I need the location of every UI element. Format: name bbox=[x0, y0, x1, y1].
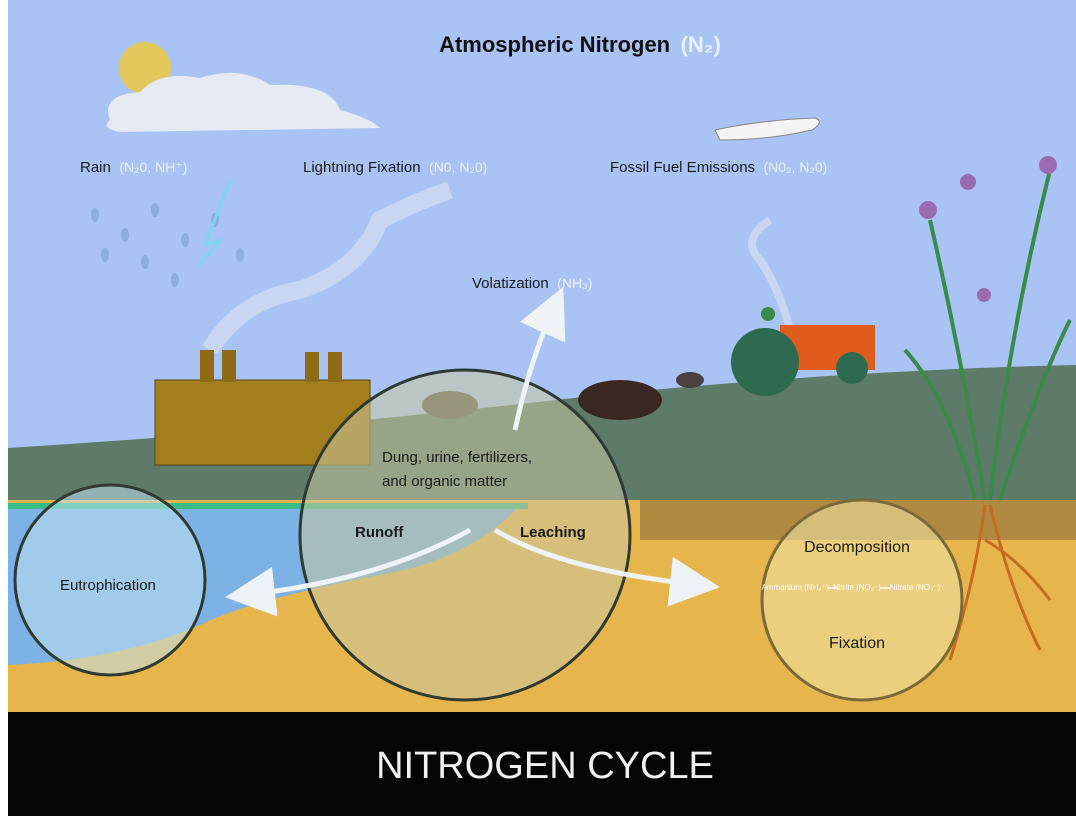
footer-title: NITROGEN CYCLE bbox=[376, 745, 714, 787]
nitrogen-cycle-diagram: Atmospheric Nitrogen (N₂) Rain (N₂0, NH⁺… bbox=[0, 0, 1076, 816]
fixation-label: Fixation bbox=[829, 635, 885, 652]
source-name: Lightning Fixation bbox=[303, 159, 421, 176]
volatization-name: Volatization bbox=[472, 275, 549, 292]
cow bbox=[676, 372, 704, 388]
chain-item: Nitrate (NO₃⁻) bbox=[890, 583, 941, 592]
leaching-label: Leaching bbox=[520, 524, 586, 541]
source-formula: (N0, N₂0) bbox=[429, 159, 487, 175]
volatization-label: Volatization (NH₃) bbox=[472, 275, 592, 292]
chain-item: Nitrite (NO₂⁻) bbox=[833, 583, 881, 592]
title-formula: (N₂) bbox=[681, 32, 721, 57]
source-formula: (N0₂, N₂0) bbox=[764, 159, 828, 175]
volatization-formula: (NH₃) bbox=[557, 275, 592, 291]
runoff-label: Runoff bbox=[355, 524, 404, 541]
source-label: Fossil Fuel Emissions (N0₂, N₂0) bbox=[610, 159, 827, 176]
chain-item: Ammonium (NH₄⁺) bbox=[761, 583, 828, 592]
source-name: Rain bbox=[80, 159, 111, 176]
source-label: Rain (N₂0, NH⁺) bbox=[80, 159, 187, 176]
decomposition-label: Decomposition bbox=[804, 539, 910, 556]
cow bbox=[578, 380, 662, 420]
eutrophication-label: Eutrophication bbox=[60, 577, 156, 594]
source-name: Fossil Fuel Emissions bbox=[610, 159, 755, 176]
page: Atmospheric Nitrogen (N₂) Rain (N₂0, NH⁺… bbox=[0, 0, 1076, 816]
center-text: and organic matter bbox=[382, 473, 507, 490]
source-label: Lightning Fixation (N0, N₂0) bbox=[303, 159, 487, 176]
decomposition-circle bbox=[762, 500, 962, 700]
title-text: Atmospheric Nitrogen bbox=[439, 32, 670, 57]
center-text: Dung, urine, fertilizers, bbox=[382, 449, 532, 466]
source-formula: (N₂0, NH⁺) bbox=[119, 159, 187, 175]
